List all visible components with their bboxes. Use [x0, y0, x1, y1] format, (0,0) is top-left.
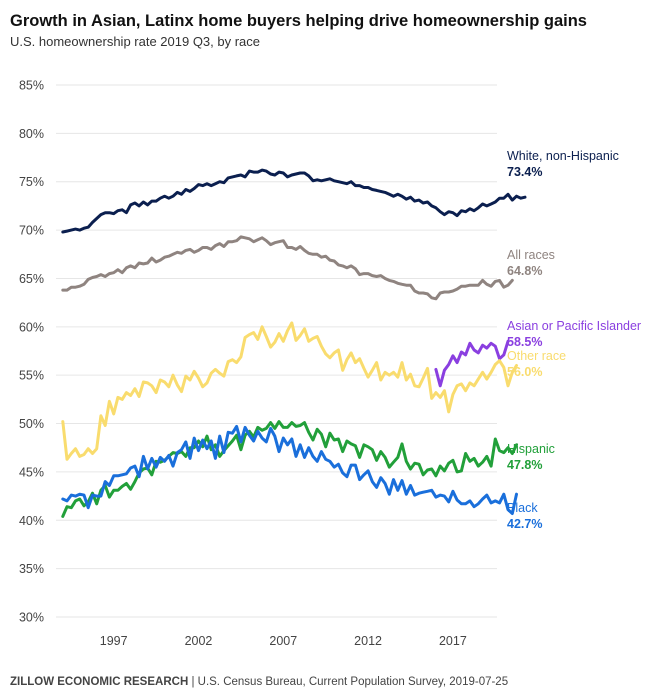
- y-axis: 30% 35% 40% 45% 50% 55% 60% 65% 70% 75% 80% 85%: [19, 79, 44, 625]
- y-tick-label: 30%: [19, 611, 44, 625]
- x-tick-label: 2012: [354, 634, 382, 648]
- x-tick-label: 2007: [269, 634, 297, 648]
- y-tick-label: 65%: [19, 272, 44, 286]
- series-lines: [61, 168, 527, 518]
- y-tick-label: 60%: [19, 320, 44, 334]
- y-tick-label: 45%: [19, 465, 44, 479]
- series-value-asian-or-pacific-islander: 58.5%: [507, 335, 542, 349]
- series-labels: White, non-Hispanic 73.4% All races 64.8% As…: [507, 149, 641, 531]
- series-value-hispanic: 47.8%: [507, 458, 542, 472]
- y-tick-label: 50%: [19, 417, 44, 431]
- series-label-asian-or-pacific-islander: Asian or Pacific Islander: [507, 319, 641, 333]
- footer-brand: ZILLOW ECONOMIC RESEARCH: [10, 676, 189, 688]
- y-tick-label: 80%: [19, 127, 44, 141]
- x-tick-label: 1997: [100, 634, 128, 648]
- y-tick-label: 55%: [19, 369, 44, 383]
- series-label-hispanic: Hispanic: [507, 442, 555, 456]
- y-tick-label: 85%: [19, 79, 44, 93]
- series-value-black: 42.7%: [507, 517, 542, 531]
- series-value-all-races: 64.8%: [507, 264, 542, 278]
- y-tick-label: 40%: [19, 514, 44, 528]
- y-tick-label: 70%: [19, 224, 44, 238]
- series-line-black: [61, 424, 518, 515]
- series-value-white-non-hispanic: 73.4%: [507, 165, 542, 179]
- x-tick-label: 2017: [439, 634, 467, 648]
- series-label-all-races: All races: [507, 248, 555, 262]
- x-axis: 1997 2002 2007 2012 2017: [100, 634, 467, 648]
- series-line-other-race: [61, 321, 518, 461]
- x-tick-label: 2002: [185, 634, 213, 648]
- grid: [56, 84, 497, 618]
- footer: ZILLOW ECONOMIC RESEARCH | U.S. Census B…: [10, 676, 508, 688]
- chart-subtitle: U.S. homeownership rate 2019 Q3, by race: [10, 34, 261, 49]
- series-value-other-race: 56.0%: [507, 365, 542, 379]
- chart-title: Growth in Asian, Latinx home buyers help…: [10, 12, 587, 30]
- series-label-other-race: Other race: [507, 349, 566, 363]
- series-line-white-non-hispanic: [61, 168, 527, 234]
- series-label-black: Black: [507, 501, 538, 515]
- series-line-all-races: [61, 235, 514, 301]
- footer-separator: |: [188, 676, 198, 688]
- y-tick-label: 75%: [19, 175, 44, 189]
- series-label-white-non-hispanic: White, non-Hispanic: [507, 149, 619, 163]
- series-line-asian-or-pacific-islander: [434, 339, 510, 388]
- y-tick-label: 35%: [19, 562, 44, 576]
- footer-source: U.S. Census Bureau, Current Population S…: [197, 676, 509, 688]
